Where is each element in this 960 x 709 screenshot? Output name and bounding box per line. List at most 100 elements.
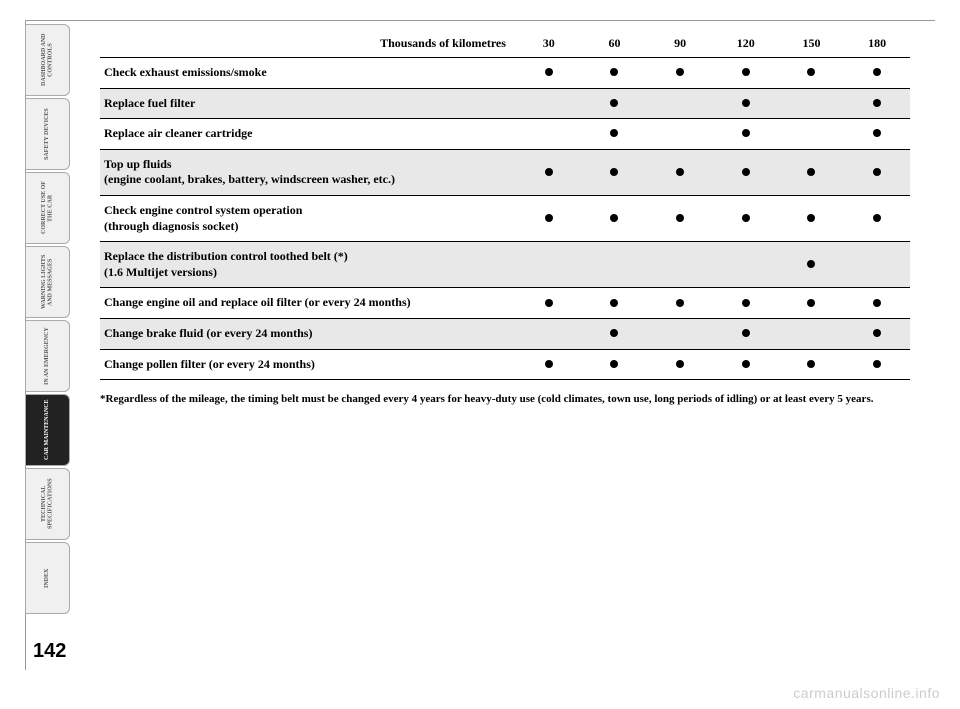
dot-icon <box>676 214 684 222</box>
column-header: 60 <box>582 30 648 58</box>
schedule-cell <box>779 242 845 288</box>
dot-icon <box>873 299 881 307</box>
schedule-cell <box>647 349 713 380</box>
watermark: carmanualsonline.info <box>793 685 940 701</box>
sidebar-tab[interactable]: CORRECT USE OF THE CAR <box>25 172 70 244</box>
schedule-cell <box>779 88 845 119</box>
dot-icon <box>545 360 553 368</box>
dot-icon <box>676 168 684 176</box>
schedule-cell <box>779 119 845 150</box>
dot-icon <box>610 68 618 76</box>
dot-icon <box>742 99 750 107</box>
row-label: Top up fluids(engine coolant, brakes, ba… <box>100 149 516 195</box>
schedule-cell <box>516 242 582 288</box>
schedule-cell <box>779 195 845 241</box>
dot-icon <box>807 260 815 268</box>
schedule-cell <box>516 149 582 195</box>
row-label: Check engine control system operation(th… <box>100 195 516 241</box>
schedule-cell <box>713 349 779 380</box>
sidebar-tab[interactable]: DASHBOARD AND CONTROLS <box>25 24 70 96</box>
schedule-cell <box>844 349 910 380</box>
dot-icon <box>742 214 750 222</box>
table-row: Replace air cleaner cartridge <box>100 119 910 150</box>
dot-icon <box>807 168 815 176</box>
main-content: Thousands of kilometres 306090120150180 … <box>100 30 910 408</box>
schedule-cell <box>779 349 845 380</box>
row-label: Change engine oil and replace oil filter… <box>100 288 516 319</box>
schedule-cell <box>844 88 910 119</box>
sidebar-tab[interactable]: IN AN EMERGENCY <box>25 320 70 392</box>
dot-icon <box>610 168 618 176</box>
schedule-cell <box>713 242 779 288</box>
dot-icon <box>742 329 750 337</box>
dot-icon <box>873 68 881 76</box>
schedule-cell <box>713 149 779 195</box>
dot-icon <box>807 68 815 76</box>
column-header: 180 <box>844 30 910 58</box>
table-header-row: Thousands of kilometres 306090120150180 <box>100 30 910 58</box>
dot-icon <box>545 299 553 307</box>
schedule-cell <box>647 288 713 319</box>
table-row: Change engine oil and replace oil filter… <box>100 288 910 319</box>
column-header: 150 <box>779 30 845 58</box>
footnote-text: *Regardless of the mileage, the timing b… <box>100 392 910 407</box>
sidebar-tab[interactable]: TECHNICAL SPECIFICATIONS <box>25 468 70 540</box>
schedule-cell <box>647 119 713 150</box>
schedule-cell <box>844 318 910 349</box>
schedule-cell <box>582 349 648 380</box>
schedule-cell <box>516 119 582 150</box>
sidebar-tabs: DASHBOARD AND CONTROLSSAFETY DEVICESCORR… <box>25 24 70 614</box>
sidebar-tab[interactable]: INDEX <box>25 542 70 614</box>
header-label: Thousands of kilometres <box>100 30 516 58</box>
schedule-cell <box>779 288 845 319</box>
schedule-cell <box>582 58 648 89</box>
table-row: Replace the distribution control toothed… <box>100 242 910 288</box>
schedule-cell <box>713 119 779 150</box>
schedule-cell <box>713 318 779 349</box>
dot-icon <box>676 68 684 76</box>
schedule-cell <box>582 318 648 349</box>
dot-icon <box>545 168 553 176</box>
dot-icon <box>610 299 618 307</box>
dot-icon <box>742 168 750 176</box>
schedule-cell <box>844 149 910 195</box>
table-row: Check engine control system operation(th… <box>100 195 910 241</box>
dot-icon <box>807 360 815 368</box>
schedule-cell <box>582 242 648 288</box>
sidebar-tab[interactable]: SAFETY DEVICES <box>25 98 70 170</box>
schedule-cell <box>647 149 713 195</box>
sidebar-tab[interactable]: CAR MAINTENANCE <box>25 394 70 466</box>
dot-icon <box>873 329 881 337</box>
schedule-cell <box>582 195 648 241</box>
dot-icon <box>742 129 750 137</box>
schedule-cell <box>647 88 713 119</box>
dot-icon <box>873 129 881 137</box>
dot-icon <box>807 214 815 222</box>
table-row: Change pollen filter (or every 24 months… <box>100 349 910 380</box>
dot-icon <box>545 68 553 76</box>
table-row: Replace fuel filter <box>100 88 910 119</box>
dot-icon <box>742 68 750 76</box>
schedule-cell <box>844 195 910 241</box>
schedule-cell <box>516 349 582 380</box>
table-row: Check exhaust emissions/smoke <box>100 58 910 89</box>
schedule-cell <box>516 58 582 89</box>
schedule-cell <box>582 288 648 319</box>
schedule-cell <box>582 88 648 119</box>
column-header: 120 <box>713 30 779 58</box>
schedule-cell <box>647 195 713 241</box>
dot-icon <box>873 360 881 368</box>
row-label: Replace air cleaner cartridge <box>100 119 516 150</box>
sidebar-tab[interactable]: WARNING LIGHTS AND MESSAGES <box>25 246 70 318</box>
dot-icon <box>873 168 881 176</box>
schedule-cell <box>516 318 582 349</box>
dot-icon <box>742 360 750 368</box>
dot-icon <box>676 299 684 307</box>
schedule-cell <box>713 288 779 319</box>
table-row: Top up fluids(engine coolant, brakes, ba… <box>100 149 910 195</box>
dot-icon <box>610 360 618 368</box>
column-header: 30 <box>516 30 582 58</box>
schedule-cell <box>582 149 648 195</box>
schedule-cell <box>844 58 910 89</box>
schedule-cell <box>844 288 910 319</box>
